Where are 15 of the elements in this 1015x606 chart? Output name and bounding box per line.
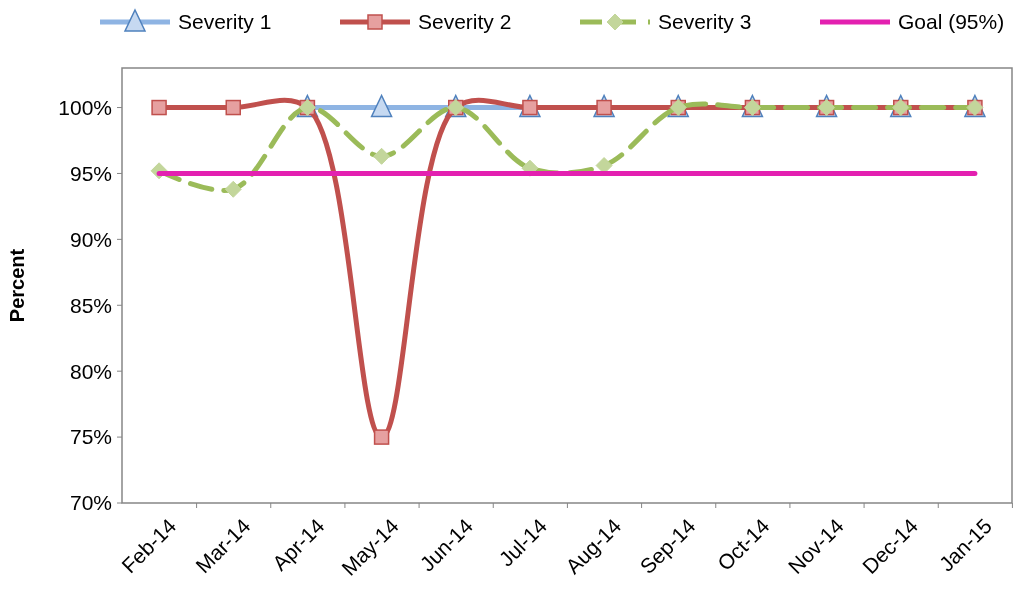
legend-label: Severity 1 bbox=[178, 10, 272, 34]
y-tick-label: 75% bbox=[69, 425, 112, 449]
point bbox=[151, 99, 167, 116]
point bbox=[373, 429, 390, 445]
y-tick-label: 95% bbox=[69, 161, 112, 185]
y-tick-label: 80% bbox=[69, 359, 112, 383]
y-axis-title: Percent bbox=[6, 248, 28, 323]
y-tick-label: 100% bbox=[58, 95, 112, 119]
y-tick-label: 85% bbox=[69, 293, 112, 317]
legend-label: Severity 2 bbox=[418, 10, 512, 34]
y-tick-label: 90% bbox=[69, 227, 112, 251]
y-tick-label: 70% bbox=[69, 491, 112, 515]
point bbox=[225, 99, 241, 116]
legend-label: Goal (95%) bbox=[898, 10, 1005, 34]
legend-label: Severity 3 bbox=[658, 10, 752, 34]
